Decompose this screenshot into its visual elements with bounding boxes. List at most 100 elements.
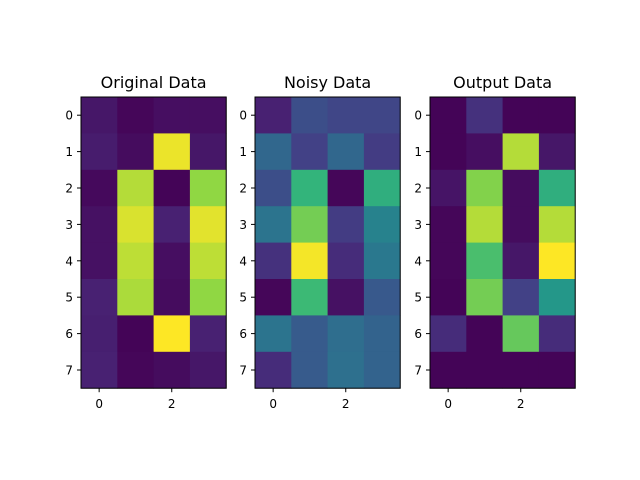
- heatmap-cell: [466, 133, 503, 171]
- heatmap-cell: [502, 242, 540, 280]
- heatmap-cell: [538, 169, 576, 207]
- heatmap-cell: [255, 315, 292, 353]
- heatmap-cell: [363, 315, 401, 353]
- heatmap-cell: [327, 351, 365, 389]
- heatmap-cell: [189, 133, 227, 171]
- heatmap-cell: [291, 206, 328, 243]
- y-tick-label: 6: [239, 327, 247, 341]
- y-tick-label: 3: [239, 218, 247, 232]
- heatmap-cell: [117, 97, 154, 134]
- heatmap-panel-2: Noisy Data 0 1 2 3 4 5 6 7 0 2: [239, 73, 401, 411]
- heatmap-cell: [327, 315, 365, 353]
- heatmap-cell: [466, 351, 503, 389]
- y-tick-label: 1: [65, 145, 73, 159]
- heatmap-cell: [255, 242, 292, 280]
- y-tick-label: 7: [414, 364, 422, 378]
- heatmap-cell: [466, 206, 503, 243]
- x-tick-label: 2: [517, 397, 525, 411]
- x-tick-label: 0: [95, 397, 103, 411]
- heatmap-cell: [153, 351, 191, 389]
- heatmap-cell: [502, 279, 540, 316]
- heatmap-cell: [538, 206, 576, 243]
- axes-frame: [429, 96, 576, 389]
- heatmap-cell: [189, 97, 227, 134]
- heatmap-cell: [117, 351, 154, 389]
- y-tick-label: 6: [414, 327, 422, 341]
- heatmap-cell: [502, 97, 540, 134]
- heatmap-cell: [153, 169, 191, 207]
- heatmap-cell: [81, 97, 118, 134]
- heatmap-cell: [502, 315, 540, 353]
- heatmap-cell: [466, 315, 503, 353]
- chart-title: Original Data: [101, 73, 207, 92]
- heatmap-cell: [538, 133, 576, 171]
- heatmap-cell: [502, 133, 540, 171]
- chart-title: Output Data: [453, 73, 552, 92]
- x-tick-label: 2: [342, 397, 350, 411]
- y-tick-label: 2: [414, 182, 422, 196]
- y-tick-label: 2: [65, 182, 73, 196]
- heatmap-cell: [363, 133, 401, 171]
- heatmap-cell: [430, 206, 467, 243]
- heatmap-cell: [153, 133, 191, 171]
- heatmap-cell: [255, 169, 292, 207]
- y-tick-label: 2: [239, 182, 247, 196]
- heatmap-cell: [291, 351, 328, 389]
- y-tick-label: 1: [239, 145, 247, 159]
- heatmap-cell: [81, 242, 118, 280]
- heatmap-cell: [363, 351, 401, 389]
- heatmap-cell: [466, 97, 503, 134]
- heatmap-cell: [466, 169, 503, 207]
- heatmap-cell: [153, 242, 191, 280]
- y-tick-label: 4: [65, 254, 73, 268]
- heatmap-cell: [291, 279, 328, 316]
- heatmap-cell: [466, 242, 503, 280]
- heatmap-cell: [117, 279, 154, 316]
- heatmap-cell: [327, 206, 365, 243]
- heatmap-cell: [189, 315, 227, 353]
- heatmap-cell: [363, 279, 401, 316]
- heatmap-cell: [430, 315, 467, 353]
- heatmap-cell: [255, 97, 292, 134]
- heatmap-cell: [189, 169, 227, 207]
- heatmap-cell: [153, 279, 191, 316]
- heatmap-cell: [538, 242, 576, 280]
- y-tick-label: 6: [65, 327, 73, 341]
- heatmap-cell: [117, 169, 154, 207]
- heatmap-cell: [189, 279, 227, 316]
- x-tick-label: 0: [444, 397, 452, 411]
- heatmap-cell: [327, 97, 365, 134]
- heatmap-cell: [291, 242, 328, 280]
- y-tick-label: 4: [239, 254, 247, 268]
- heatmap-cell: [81, 279, 118, 316]
- heatmap-cell: [538, 279, 576, 316]
- heatmap-cell: [255, 279, 292, 316]
- heatmap-cell: [430, 279, 467, 316]
- heatmap-cell: [153, 206, 191, 243]
- y-tick-label: 4: [414, 254, 422, 268]
- heatmap-cell: [430, 133, 467, 171]
- y-tick-label: 0: [414, 109, 422, 123]
- heatmap-cell: [538, 315, 576, 353]
- heatmap-cell: [291, 315, 328, 353]
- heatmap-cell: [189, 242, 227, 280]
- x-tick-label: 2: [168, 397, 176, 411]
- heatmap-cell: [153, 97, 191, 134]
- y-tick-label: 7: [239, 364, 247, 378]
- heatmap-cell: [363, 169, 401, 207]
- heatmap-cell: [291, 133, 328, 171]
- heatmap-cell: [430, 97, 467, 134]
- heatmap-cell: [327, 169, 365, 207]
- heatmap-cell: [117, 133, 154, 171]
- heatmap-cell: [81, 206, 118, 243]
- heatmap-cell: [153, 315, 191, 353]
- heatmap-cell: [502, 351, 540, 389]
- heatmap-cell: [291, 97, 328, 134]
- heatmap-cell: [502, 206, 540, 243]
- heatmap-cell: [430, 242, 467, 280]
- heatmap-cell: [255, 133, 292, 171]
- heatmap-cell: [430, 351, 467, 389]
- heatmap-cell: [255, 206, 292, 243]
- y-tick-label: 7: [65, 364, 73, 378]
